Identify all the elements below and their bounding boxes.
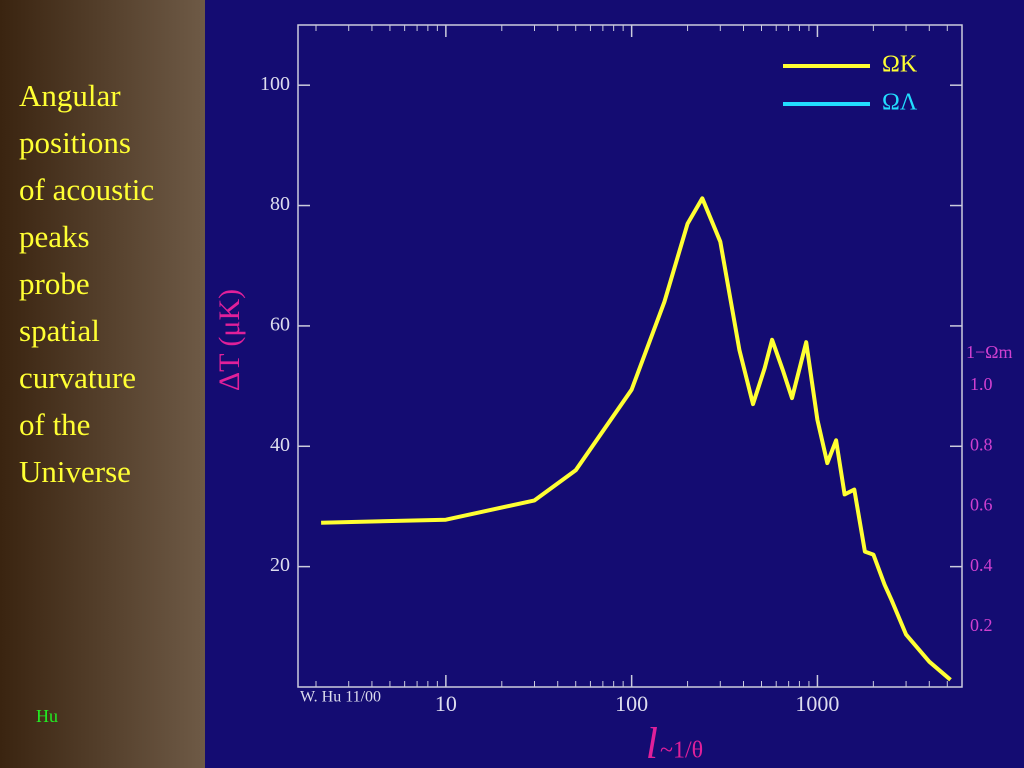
data-line [321,196,952,682]
x-tick-label: 10 [435,691,457,716]
y-axis-label: ΔT (μK) [213,289,246,391]
x-axis-label: ~1/θ [660,738,703,764]
legend-label: ΩΛ [882,90,918,116]
sidebar-line: peaks [19,219,90,254]
y2-tick-label: 0.6 [970,495,993,515]
sidebar: Angular positions of acoustic peaks probe spa… [0,0,205,768]
sidebar-line: probe [19,266,90,301]
x-tick-label: 100 [615,691,648,716]
y-tick-label: 80 [270,193,290,215]
y-tick-label: 40 [270,434,290,456]
x-tick-label: 1000 [795,691,839,716]
sidebar-line: Universe [19,454,131,489]
y-tick-label: 60 [270,314,290,336]
sidebar-line: Angular [19,78,121,113]
credit: W. Hu 11/00 [300,689,381,706]
y2-tick-label: 0.4 [970,555,993,575]
y2-tick-label: 0.2 [970,615,993,635]
sidebar-line: curvature [19,360,137,395]
y2-axis-label: 1−Ωm [966,342,1013,362]
sidebar-line: spatial [19,313,100,348]
plot-frame [297,24,963,688]
y-tick-label: 20 [270,554,290,576]
x-axis-symbol: l [646,719,658,768]
y2-tick-label: 1.0 [970,374,993,394]
y2-tick-label: 0.8 [970,434,993,454]
sidebar-line: positions [19,125,131,160]
author: Hu [36,706,58,726]
sidebar-line: of acoustic [19,172,155,207]
sidebar-line: of the [19,407,91,442]
y-tick-label: 100 [260,73,290,95]
legend-label: ΩK [882,52,918,78]
